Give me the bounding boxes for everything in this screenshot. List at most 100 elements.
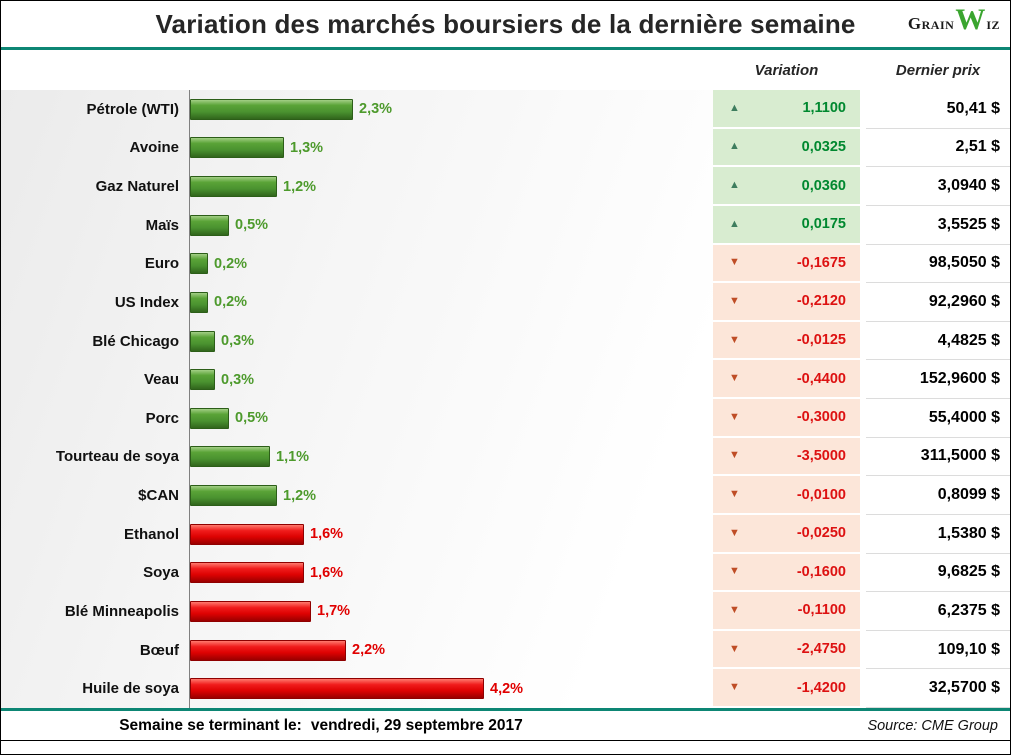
column-gap (860, 205, 866, 245)
pct-label: 1,2% (283, 487, 317, 504)
pct-label: 0,5% (235, 410, 269, 427)
column-gap (860, 244, 866, 284)
logo-green-w: W (955, 3, 986, 36)
table-row: Avoine 1,3% ▲ 0,0325 2,51 $ (1, 128, 1010, 168)
variation-cell: ▼ -0,2120 (713, 283, 860, 322)
bar (190, 253, 208, 275)
variation-cell: ▲ 0,0325 (713, 128, 860, 168)
price-cell: 92,2960 $ (866, 283, 1010, 322)
bar-area: 0,5% (189, 399, 713, 438)
bar-area: 1,6% (189, 514, 713, 554)
logo-text-iz: iz (986, 14, 1000, 33)
bar (190, 214, 229, 236)
bar (190, 176, 277, 198)
table-row: Soya 1,6% ▼ -0,1600 9,6825 $ (1, 553, 1010, 593)
bar-area: 1,2% (189, 167, 713, 206)
price-cell: 311,5000 $ (866, 437, 1010, 477)
table-row: $CAN 1,2% ▼ -0,0100 0,8099 $ (1, 476, 1010, 515)
variation-cell: ▼ -2,4750 (713, 630, 860, 670)
row-label: Euro (144, 255, 179, 273)
bar-area: 2,3% (189, 90, 713, 129)
row-label: Soya (143, 564, 179, 582)
variation-cell: ▼ -0,1100 (713, 592, 860, 631)
bar-area: 0,5% (189, 205, 713, 245)
variation-cell: ▼ -0,1600 (713, 553, 860, 593)
price-cell: 1,5380 $ (866, 514, 1010, 554)
variation-cell: ▼ -0,3000 (713, 399, 860, 438)
column-gap (860, 630, 866, 670)
variation-value: -0,0125 (796, 332, 846, 349)
column-gap (860, 669, 866, 708)
pct-label: 1,6% (310, 526, 344, 543)
down-triangle-icon: ▼ (729, 681, 740, 694)
title-bar: Variation des marchés boursiers de la de… (1, 1, 1010, 47)
variation-cell: ▲ 1,1100 (713, 90, 860, 129)
pct-label: 1,6% (310, 564, 344, 581)
column-gap (860, 476, 866, 515)
down-triangle-icon: ▼ (729, 294, 740, 307)
pct-label: 4,2% (490, 680, 524, 697)
week-ending-label: Semaine se terminant le: (119, 716, 302, 734)
table-row: Maïs 0,5% ▲ 0,0175 3,5525 $ (1, 205, 1010, 245)
variation-cell: ▼ -0,4400 (713, 360, 860, 399)
row-label: Blé Chicago (92, 332, 179, 350)
table-row: Blé Minneapolis 1,7% ▼ -0,1100 6,2375 $ (1, 592, 1010, 631)
bar (190, 407, 229, 429)
logo-text-grain: Grain (907, 14, 955, 33)
variation-cell: ▼ -0,0250 (713, 514, 860, 554)
pct-label: 1,7% (317, 603, 351, 620)
bar (190, 369, 215, 391)
price-cell: 9,6825 $ (866, 553, 1010, 593)
bar-area: 0,3% (189, 360, 713, 399)
row-label: Porc (145, 409, 179, 427)
bar (190, 291, 208, 313)
pct-label: 1,3% (290, 139, 324, 156)
table-row: Veau 0,3% ▼ -0,4400 152,9600 $ (1, 360, 1010, 399)
row-label: US Index (114, 293, 179, 311)
bar-area: 0,2% (189, 283, 713, 322)
pct-label: 0,3% (221, 371, 255, 388)
variation-value: -3,5000 (796, 447, 846, 464)
price-cell: 152,9600 $ (866, 360, 1010, 399)
grainwiz-logo: Grain W iz (908, 5, 1000, 35)
price-cell: 55,4000 $ (866, 399, 1010, 438)
variation-cell: ▼ -1,4200 (713, 669, 860, 708)
column-gap (860, 283, 866, 322)
pct-label: 2,2% (352, 642, 386, 659)
down-triangle-icon: ▼ (729, 642, 740, 655)
up-triangle-icon: ▲ (729, 217, 740, 230)
price-cell: 6,2375 $ (866, 592, 1010, 631)
pct-label: 0,2% (214, 294, 248, 311)
variation-column-header: Variation (754, 62, 819, 79)
variation-value: -0,2120 (796, 293, 846, 310)
table-row: Bœuf 2,2% ▼ -2,4750 109,10 $ (1, 630, 1010, 670)
price-cell: 0,8099 $ (866, 476, 1010, 515)
up-triangle-icon: ▲ (729, 179, 740, 192)
variation-cell: ▲ 0,0175 (713, 205, 860, 245)
bar (190, 523, 304, 545)
chart-rows: Pétrole (WTI) 2,3% ▲ 1,1100 50,41 $ Avoi… (1, 90, 1010, 708)
variation-cell: ▼ -3,5000 (713, 437, 860, 477)
variation-cell: ▲ 0,0360 (713, 167, 860, 206)
down-triangle-icon: ▼ (729, 565, 740, 578)
week-ending-date: vendredi, 29 septembre 2017 (310, 716, 523, 734)
row-label: Maïs (145, 216, 179, 234)
down-triangle-icon: ▼ (729, 603, 740, 616)
bar-area: 4,2% (189, 669, 713, 708)
variation-value: -0,1675 (796, 254, 846, 271)
price-cell: 3,0940 $ (866, 167, 1010, 206)
price-cell: 50,41 $ (866, 90, 1010, 129)
top-accent-line (1, 47, 1010, 50)
bar (190, 678, 484, 700)
down-triangle-icon: ▼ (729, 488, 740, 501)
week-ending-text: Semaine se terminant le: vendredi, 29 sep… (1, 717, 641, 735)
last-price-column-header: Dernier prix (895, 62, 981, 79)
row-label: Ethanol (124, 525, 179, 543)
variation-value: -0,3000 (796, 409, 846, 426)
pct-label: 2,3% (359, 101, 393, 118)
row-label: Pétrole (WTI) (86, 100, 180, 118)
variation-value: -0,1100 (797, 602, 846, 619)
page-title: Variation des marchés boursiers de la de… (155, 9, 856, 39)
price-cell: 2,51 $ (866, 128, 1010, 168)
